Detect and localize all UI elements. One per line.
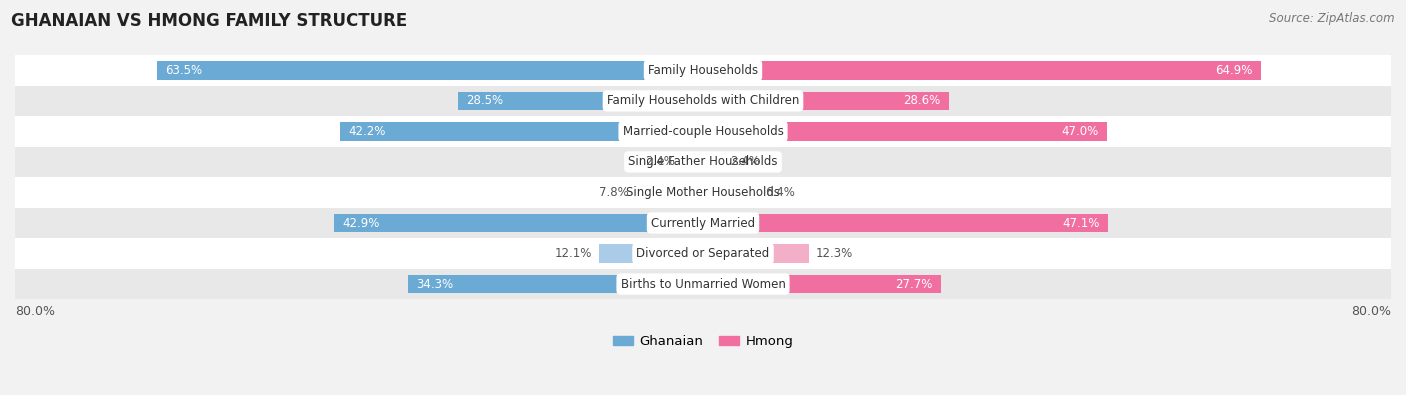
Bar bbox=[703, 92, 949, 110]
Bar bbox=[15, 116, 1391, 147]
Legend: Ghanaian, Hmong: Ghanaian, Hmong bbox=[607, 329, 799, 353]
Text: 64.9%: 64.9% bbox=[1215, 64, 1253, 77]
Bar bbox=[703, 61, 1261, 79]
Bar bbox=[703, 275, 941, 293]
Text: 47.1%: 47.1% bbox=[1062, 216, 1099, 229]
Bar bbox=[335, 214, 703, 232]
Text: Divorced or Separated: Divorced or Separated bbox=[637, 247, 769, 260]
Text: 12.1%: 12.1% bbox=[555, 247, 592, 260]
Text: Births to Unmarried Women: Births to Unmarried Women bbox=[620, 278, 786, 291]
Text: GHANAIAN VS HMONG FAMILY STRUCTURE: GHANAIAN VS HMONG FAMILY STRUCTURE bbox=[11, 12, 408, 30]
Text: 27.7%: 27.7% bbox=[896, 278, 932, 291]
Bar bbox=[15, 55, 1391, 86]
Bar bbox=[340, 122, 703, 141]
Bar bbox=[636, 183, 703, 201]
Text: 28.5%: 28.5% bbox=[467, 94, 503, 107]
Bar bbox=[15, 238, 1391, 269]
Text: 6.4%: 6.4% bbox=[765, 186, 794, 199]
Text: 34.3%: 34.3% bbox=[416, 278, 454, 291]
Bar bbox=[703, 183, 758, 201]
Bar bbox=[15, 208, 1391, 238]
Text: Currently Married: Currently Married bbox=[651, 216, 755, 229]
Bar bbox=[703, 214, 1108, 232]
Bar bbox=[703, 122, 1107, 141]
Text: Source: ZipAtlas.com: Source: ZipAtlas.com bbox=[1270, 12, 1395, 25]
Bar bbox=[703, 245, 808, 263]
Bar bbox=[408, 275, 703, 293]
Text: 2.4%: 2.4% bbox=[645, 156, 675, 168]
Text: 47.0%: 47.0% bbox=[1062, 125, 1098, 138]
Text: 80.0%: 80.0% bbox=[15, 305, 55, 318]
Text: Family Households with Children: Family Households with Children bbox=[607, 94, 799, 107]
Bar bbox=[682, 153, 703, 171]
Text: 42.9%: 42.9% bbox=[343, 216, 380, 229]
Text: Single Father Households: Single Father Households bbox=[628, 156, 778, 168]
Bar bbox=[15, 269, 1391, 299]
Bar bbox=[15, 177, 1391, 208]
Bar bbox=[15, 147, 1391, 177]
Text: 2.4%: 2.4% bbox=[731, 156, 761, 168]
Text: Family Households: Family Households bbox=[648, 64, 758, 77]
Text: Single Mother Households: Single Mother Households bbox=[626, 186, 780, 199]
Bar bbox=[157, 61, 703, 79]
Bar bbox=[15, 86, 1391, 116]
Bar bbox=[703, 153, 724, 171]
Bar bbox=[458, 92, 703, 110]
Text: 7.8%: 7.8% bbox=[599, 186, 628, 199]
Text: 12.3%: 12.3% bbox=[815, 247, 853, 260]
Text: 80.0%: 80.0% bbox=[1351, 305, 1391, 318]
Text: 63.5%: 63.5% bbox=[166, 64, 202, 77]
Text: 42.2%: 42.2% bbox=[349, 125, 387, 138]
Text: Married-couple Households: Married-couple Households bbox=[623, 125, 783, 138]
Text: 28.6%: 28.6% bbox=[903, 94, 941, 107]
Bar bbox=[599, 245, 703, 263]
